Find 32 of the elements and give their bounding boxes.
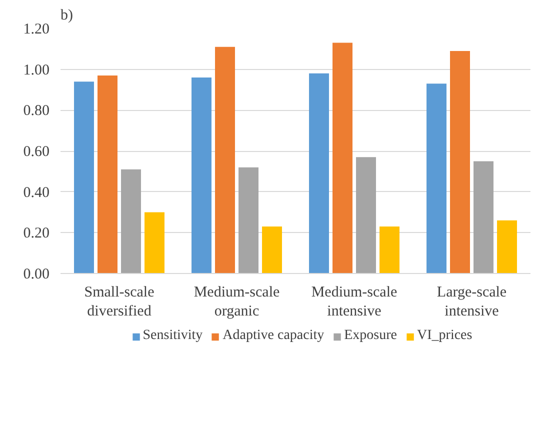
- y-tick-label: 0.40: [23, 184, 50, 201]
- legend-label: Sensitivity: [142, 328, 203, 344]
- legend-label: Exposure: [344, 328, 398, 344]
- bar: [74, 82, 94, 274]
- y-tick-label: 1.20: [23, 22, 50, 38]
- y-tick-label: 0.80: [23, 103, 50, 120]
- x-tick-label: Large-scale intensive: [436, 284, 507, 320]
- bar: [98, 75, 118, 274]
- legend-label: Adaptive capacity: [222, 328, 324, 344]
- chart-title: b): [60, 8, 73, 24]
- legend-label: VI_prices: [417, 328, 472, 344]
- bar: [215, 46, 235, 274]
- x-tick-label: Small-scale diversified: [84, 284, 155, 320]
- y-tick-label: 0.60: [23, 144, 50, 160]
- bar: [144, 212, 164, 274]
- bar: [450, 50, 470, 274]
- bar: [262, 226, 282, 274]
- bar: [497, 220, 517, 274]
- bar: [356, 157, 376, 274]
- bar: [380, 226, 400, 274]
- bar: [426, 84, 446, 274]
- bar: [332, 42, 352, 274]
- bar: [238, 167, 258, 274]
- y-tick-label: 1.00: [23, 62, 50, 78]
- bar: [474, 161, 494, 274]
- y-tick-label: 0.00: [23, 266, 50, 282]
- bar: [121, 169, 141, 274]
- bar: [192, 78, 212, 274]
- x-tick-label: Medium-scale organic: [194, 284, 280, 320]
- bar: [309, 73, 329, 274]
- x-tick-label: Medium-scale intensive: [311, 284, 398, 320]
- y-tick-label: 0.20: [23, 226, 50, 242]
